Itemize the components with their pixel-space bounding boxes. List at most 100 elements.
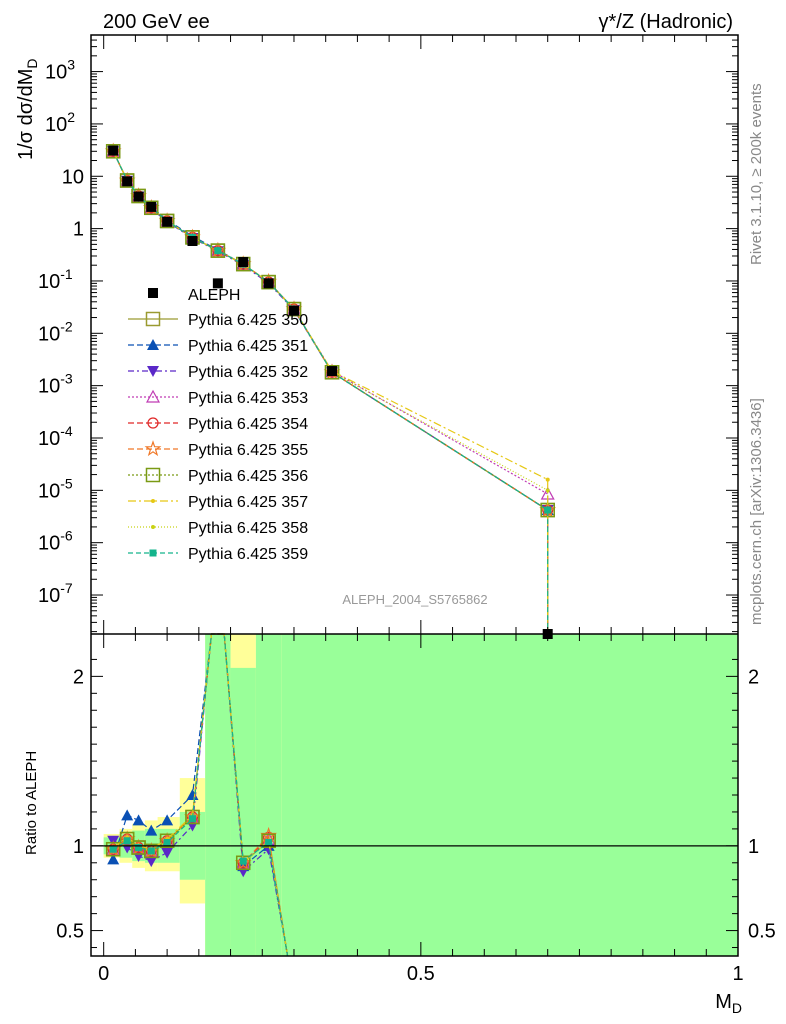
series-point <box>324 365 340 380</box>
y-tick-exponent: -2 <box>60 318 73 334</box>
legend-marker <box>149 549 157 557</box>
data-point <box>288 305 299 316</box>
y-tick-exponent: -3 <box>60 371 73 387</box>
ratio-point <box>105 841 121 857</box>
ratio-point <box>265 838 273 846</box>
data-point <box>162 216 173 227</box>
ratio-y-tick-label-right: 2 <box>748 666 759 688</box>
y-tick-label: 10 <box>62 166 84 188</box>
legend-marker <box>145 467 161 483</box>
y-tick-label: 10-7 <box>38 580 73 607</box>
series-line <box>112 151 549 634</box>
series-line <box>112 151 549 634</box>
series-point <box>214 247 222 255</box>
data-point <box>238 257 249 268</box>
ratio-y-tick-label: 2 <box>73 666 84 688</box>
legend-label: Pythia 6.425 355 <box>188 442 308 459</box>
ratio-point <box>188 815 196 823</box>
legend-marker <box>145 311 161 327</box>
y-tick-exponent: -5 <box>60 475 73 491</box>
series-line <box>112 151 549 634</box>
y-tick-exponent: -4 <box>60 423 73 439</box>
y-axis-subscript: D <box>24 58 40 68</box>
ratio-point <box>261 833 276 849</box>
data-point <box>133 191 144 202</box>
band-green <box>230 667 256 956</box>
ratio-series-group <box>91 633 738 957</box>
ratio-point <box>132 814 145 826</box>
legend-marker <box>144 440 162 457</box>
y-tick-label: 102 <box>45 109 75 136</box>
series-point <box>119 173 135 188</box>
ratio-point <box>107 843 119 855</box>
ratio-point <box>147 847 155 855</box>
series-line <box>112 151 549 634</box>
ratio-point <box>234 853 252 871</box>
series-line <box>112 151 549 634</box>
series-point <box>261 274 276 290</box>
x-tick-label: 0 <box>98 963 109 985</box>
analysis-watermark: ALEPH_2004_S5765862 <box>342 592 487 607</box>
rivet-credit: Rivet 3.1.10, ≥ 200k events <box>748 83 765 265</box>
y-tick-exponent: 3 <box>67 57 75 73</box>
band-green <box>281 634 738 956</box>
series-point <box>545 477 550 482</box>
ratio-y-tick-label-right: 0.5 <box>748 921 776 943</box>
y-tick-label: 10-2 <box>38 318 73 345</box>
y-tick-exponent: 2 <box>67 109 75 125</box>
ratio-point <box>121 809 134 821</box>
data-point <box>263 278 274 289</box>
ratio-uncertainty-bands <box>103 634 738 956</box>
axes-group: 10-710-610-510-410-310-210-11101021030.5… <box>15 34 776 1016</box>
ratio-y-tick-label: 1 <box>73 836 84 858</box>
ratio-point <box>145 824 158 836</box>
y-tick-label: 10-1 <box>38 266 73 293</box>
ratio-point <box>107 853 120 865</box>
legend-marker <box>147 339 159 350</box>
legend-label-data: ALEPH <box>188 287 240 304</box>
y-tick-exponent: -6 <box>60 528 73 544</box>
band-green <box>205 634 231 956</box>
series-point <box>545 488 550 493</box>
legend-marker <box>147 366 159 377</box>
ratio-line <box>112 633 289 957</box>
y-tick-label: 10-3 <box>38 371 73 398</box>
x-tick-label: 0.5 <box>407 963 435 985</box>
mcplots-credit: mcplots.cern.ch [arXiv:1306.3436] <box>748 398 765 625</box>
series-point <box>210 243 226 258</box>
ratio-y-axis-title: Ratio to ALEPH <box>23 751 40 855</box>
legend-label: Pythia 6.425 359 <box>188 546 308 563</box>
series-point <box>105 144 121 159</box>
header-left: 200 GeV ee <box>103 11 210 33</box>
legend-label: Pythia 6.425 350 <box>188 312 308 329</box>
data-point <box>187 235 198 246</box>
y-tick-label: 1 <box>73 219 84 241</box>
data-point <box>146 201 157 212</box>
ratio-point <box>123 837 131 845</box>
series-line <box>112 151 549 634</box>
ratio-point <box>109 845 117 853</box>
ratio-y-tick-label: 0.5 <box>56 921 84 943</box>
ratio-point <box>135 844 143 852</box>
legend-label: Pythia 6.425 354 <box>188 416 308 433</box>
ratio-point <box>260 826 278 843</box>
y-tick-exponent: -1 <box>60 266 73 282</box>
series-point <box>159 213 175 229</box>
x-axis-subscript: D <box>732 1000 742 1016</box>
legend-marker-data <box>148 288 158 298</box>
main-y-axis-title: 1/σ dσ/dMD <box>15 58 40 160</box>
y-tick-label: 10-6 <box>38 528 73 555</box>
y-tick-label: 10-5 <box>38 475 73 502</box>
data-point <box>108 145 119 156</box>
ratio-point <box>145 856 158 868</box>
legend-marker <box>151 499 155 503</box>
ratio-point <box>144 843 159 859</box>
main-series-group <box>104 142 557 639</box>
ratio-point <box>161 847 174 859</box>
x-tick-label: 1 <box>732 963 743 985</box>
ratio-point <box>239 857 247 865</box>
legend-marker <box>151 525 155 529</box>
legend-label: Pythia 6.425 358 <box>188 520 308 537</box>
series-point <box>144 200 159 216</box>
y-tick-label: 10-4 <box>38 423 73 450</box>
